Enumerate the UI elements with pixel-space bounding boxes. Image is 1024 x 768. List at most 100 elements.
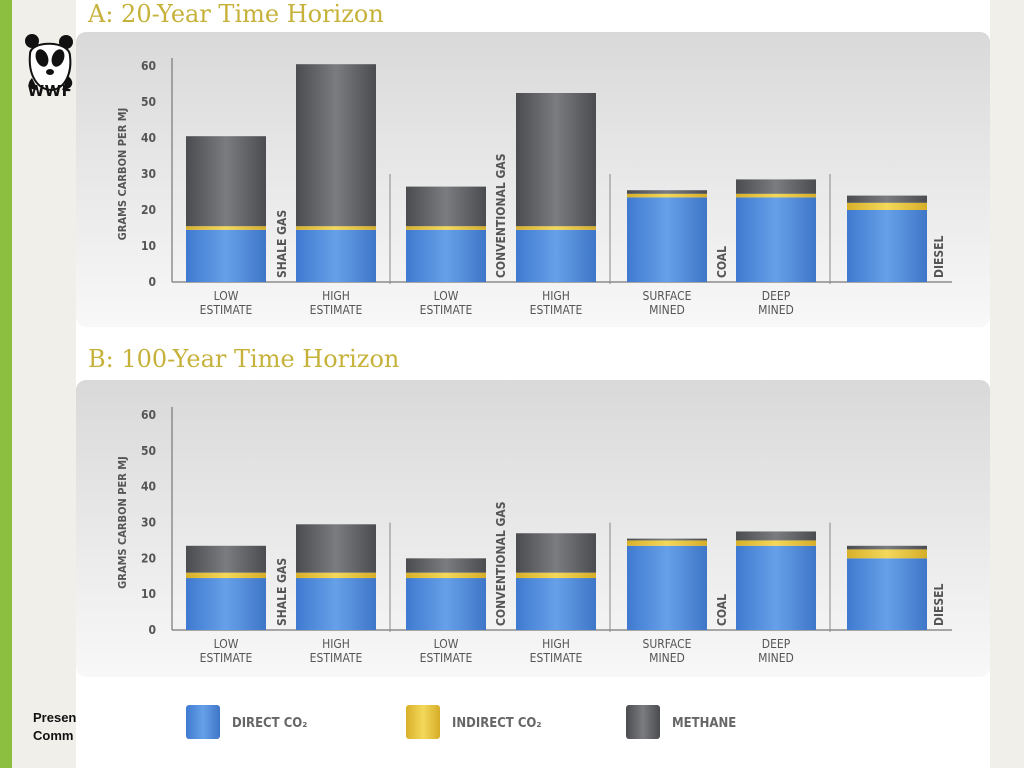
- chart-background: [76, 380, 990, 677]
- category-label: MINED: [758, 651, 794, 665]
- category-label: LOW: [434, 637, 459, 651]
- legend-swatch-direct: [186, 705, 220, 739]
- chart-title: B: 100-Year Time Horizon: [88, 345, 399, 373]
- legend-label-methane: METHANE: [672, 716, 736, 731]
- y-tick-label: 30: [141, 167, 156, 181]
- left-accent-bar: [0, 0, 12, 768]
- group-label: COAL: [715, 594, 729, 626]
- bar-segment-indirect: [627, 193, 707, 198]
- bar-segment-methane: [516, 93, 596, 227]
- bar-segment-methane: [736, 531, 816, 541]
- category-label: ESTIMATE: [200, 651, 253, 665]
- category-label: LOW: [434, 289, 459, 303]
- category-label: SURFACE: [643, 637, 692, 651]
- y-tick-label: 0: [148, 623, 156, 637]
- y-tick-label: 30: [141, 516, 156, 530]
- group-label: COAL: [715, 246, 729, 278]
- category-label: MINED: [758, 303, 794, 317]
- bar-segment-indirect: [186, 572, 266, 579]
- bar-segment-methane: [186, 136, 266, 227]
- bar-segment-methane: [186, 545, 266, 573]
- bar-segment-direct: [736, 197, 816, 282]
- bar-segment-indirect: [296, 226, 376, 230]
- y-axis-label: GRAMS CARBON PER MJ: [116, 456, 129, 589]
- bar-segment-direct: [847, 210, 927, 282]
- bar-segment-direct: [296, 229, 376, 282]
- y-tick-label: 10: [141, 587, 156, 601]
- category-label: ESTIMATE: [310, 651, 363, 665]
- bar-segment-direct: [296, 578, 376, 630]
- category-label: ESTIMATE: [310, 303, 363, 317]
- category-label: HIGH: [322, 637, 350, 651]
- bar-segment-indirect: [406, 226, 486, 230]
- bar-segment-indirect: [627, 540, 707, 546]
- bar-segment-direct: [847, 558, 927, 630]
- group-label: SHALE GAS: [275, 558, 289, 626]
- emissions-charts: A: 20-Year Time Horizon GRAMS CARBON PER …: [76, 0, 990, 739]
- bar-segment-methane: [847, 195, 927, 203]
- bar-segment-methane: [847, 545, 927, 550]
- bar-segment-indirect: [736, 193, 816, 198]
- group-label: DIESEL: [932, 235, 946, 278]
- y-tick-label: 20: [141, 203, 156, 217]
- y-tick-label: 0: [148, 275, 156, 289]
- group-label: SHALE GAS: [275, 210, 289, 278]
- bar-segment-direct: [736, 545, 816, 630]
- bar-segment-indirect: [847, 202, 927, 210]
- y-tick-label: 20: [141, 551, 156, 565]
- bar-segment-direct: [516, 578, 596, 630]
- bar-segment-indirect: [736, 540, 816, 546]
- category-label: MINED: [649, 651, 685, 665]
- category-label: HIGH: [322, 289, 350, 303]
- category-label: ESTIMATE: [420, 303, 473, 317]
- category-label: ESTIMATE: [530, 651, 583, 665]
- bar-segment-methane: [406, 558, 486, 573]
- group-label: CONVENTIONAL GAS: [494, 502, 508, 626]
- bar-segment-indirect: [406, 572, 486, 579]
- bar-segment-direct: [627, 545, 707, 630]
- legend-label-direct: DIRECT CO₂: [232, 716, 307, 731]
- category-label: ESTIMATE: [200, 303, 253, 317]
- bar-segment-direct: [406, 229, 486, 282]
- category-label: DEEP: [762, 637, 791, 651]
- bar-segment-indirect: [516, 572, 596, 579]
- category-label: DEEP: [762, 289, 791, 303]
- legend-swatch-indirect: [406, 705, 440, 739]
- bar-segment-methane: [296, 64, 376, 227]
- category-label: ESTIMATE: [530, 303, 583, 317]
- bar-segment-methane: [736, 179, 816, 194]
- chart-panel: A: 20-Year Time Horizon GRAMS CARBON PER …: [76, 0, 990, 768]
- bar-segment-indirect: [186, 226, 266, 230]
- panda-logo-icon: [25, 34, 73, 92]
- group-label: CONVENTIONAL GAS: [494, 154, 508, 278]
- bar-segment-direct: [186, 229, 266, 282]
- bar-segment-direct: [406, 578, 486, 630]
- category-label: MINED: [649, 303, 685, 317]
- footer-text: Presen Comm: [33, 709, 76, 745]
- category-label: LOW: [214, 637, 239, 651]
- y-axis-label: GRAMS CARBON PER MJ: [116, 108, 129, 241]
- bar-segment-direct: [516, 229, 596, 282]
- legend-swatch-methane: [626, 705, 660, 739]
- y-tick-label: 40: [141, 480, 156, 494]
- bar-segment-methane: [296, 524, 376, 573]
- bar-segment-methane: [406, 186, 486, 227]
- category-label: HIGH: [542, 289, 570, 303]
- y-tick-label: 50: [141, 444, 156, 458]
- legend-label-indirect: INDIRECT CO₂: [452, 716, 541, 731]
- bar-segment-methane: [516, 533, 596, 573]
- footer-line-2: Comm: [33, 728, 74, 743]
- footer-line-1: Presen: [33, 710, 77, 725]
- wwf-logo-text: WWF: [27, 82, 73, 100]
- bar-segment-indirect: [847, 549, 927, 559]
- bar-segment-methane: [627, 190, 707, 194]
- category-label: HIGH: [542, 637, 570, 651]
- category-label: LOW: [214, 289, 239, 303]
- bar-segment-methane: [627, 538, 707, 541]
- y-tick-label: 60: [141, 59, 156, 73]
- category-label: ESTIMATE: [420, 651, 473, 665]
- chart-title: A: 20-Year Time Horizon: [87, 0, 384, 28]
- bar-segment-direct: [627, 197, 707, 282]
- y-tick-label: 40: [141, 131, 156, 145]
- category-label: SURFACE: [643, 289, 692, 303]
